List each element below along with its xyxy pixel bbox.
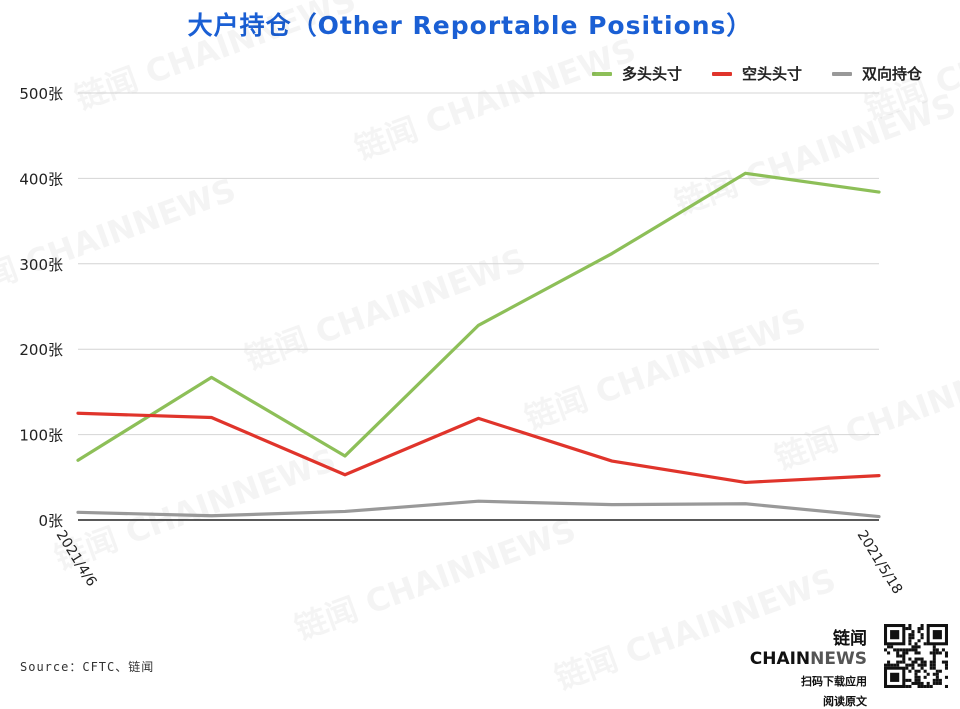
brand-name-cn: 链闻 — [833, 629, 867, 649]
brand-name: 链闻 CHAINNEWS — [722, 624, 867, 669]
brand-read-text: 阅读原文 — [722, 693, 867, 709]
brand-block: 链闻 CHAINNEWS 扫码下载应用 阅读原文 — [722, 624, 867, 709]
brand-name-en-2: NEWS — [810, 649, 867, 669]
qr-code-icon[interactable] — [884, 624, 948, 688]
watermark-text: 链闻 CHAINNEWS — [70, 0, 361, 118]
brand-name-en-1: CHAIN — [750, 649, 810, 669]
watermark-text: 链闻 CHAINNEWS — [770, 341, 960, 478]
y-axis-ticks: 0张 100张 200张 300张 400张 500张 — [19, 85, 63, 530]
source-note: Source：CFTC、链闻 — [20, 658, 154, 675]
x-tick-label: 2021/5/18 — [854, 528, 906, 597]
watermark-text: 链闻 CHAINNEWS — [0, 171, 241, 308]
series-line-1 — [78, 413, 879, 482]
y-tick-label: 200张 — [19, 341, 63, 359]
y-tick-label: 0张 — [38, 512, 63, 530]
y-tick-label: 100张 — [19, 427, 63, 445]
watermark-text: 链闻 CHAINNEWS — [350, 31, 641, 168]
watermark-text: 链闻 CHAINNEWS — [520, 301, 811, 438]
y-tick-label: 400张 — [19, 170, 63, 188]
grid-lines — [78, 93, 879, 435]
y-tick-label: 500张 — [19, 85, 63, 103]
watermark-text: 链闻 CHAINNEWS — [50, 441, 341, 578]
watermark-text: 链闻 CHAINNEWS — [240, 241, 531, 378]
brand-download-text: 扫码下载应用 — [722, 673, 867, 689]
y-tick-label: 300张 — [19, 256, 63, 274]
watermark-text: 链闻 CHAINNEWS — [290, 511, 581, 648]
